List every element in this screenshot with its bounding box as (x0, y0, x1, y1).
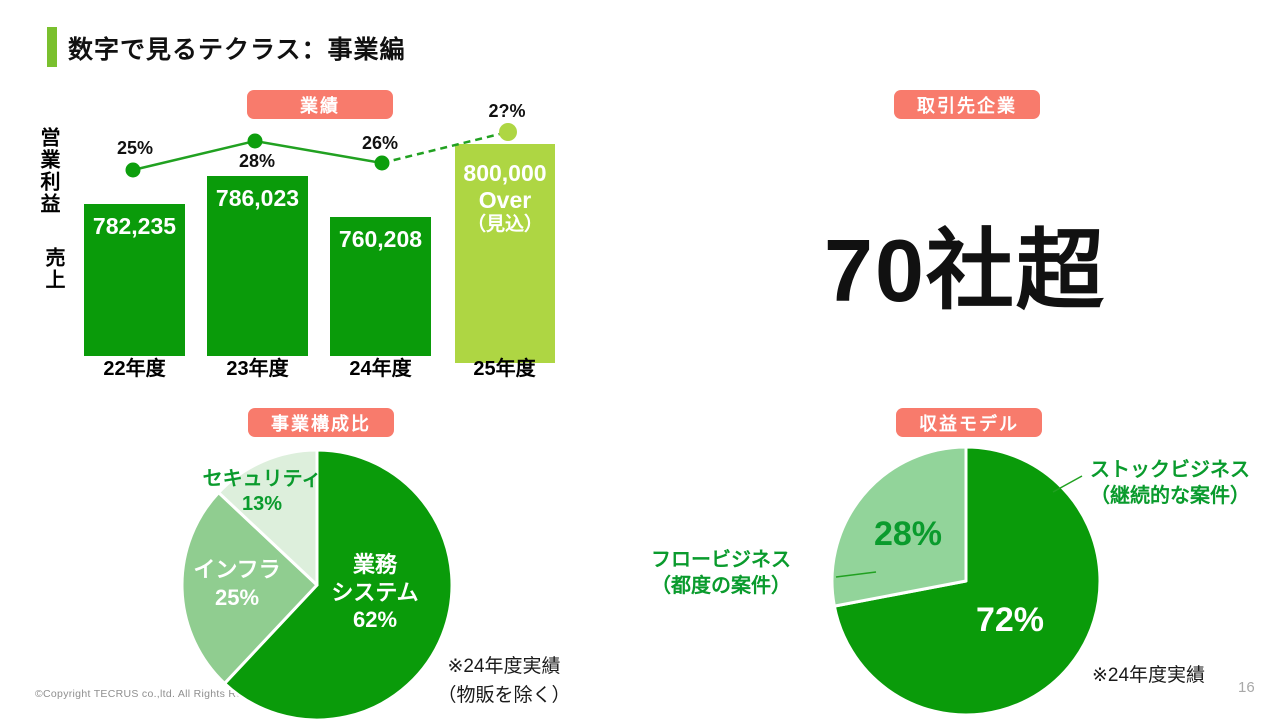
slice-label-security-line1: セキュリティ (202, 468, 322, 490)
bar-fy25-value-line1: 800,000 (463, 160, 547, 186)
callout-stock-line1: ストックビジネス (1090, 459, 1250, 481)
line-marker-fy24 (374, 155, 390, 171)
line-marker-fy22 (125, 162, 141, 178)
bar-fy25-forecast: 800,000 Over （見込） (455, 144, 555, 363)
bar-fy24-value: 760,208 (338, 226, 423, 252)
profit-rate-fy25-hidden: 2?% (488, 101, 526, 121)
x-label-fy24: 24年度 (349, 358, 412, 380)
callout-flow-line1: フロービジネス (651, 549, 791, 571)
pie-slice-1 (830, 445, 968, 608)
callout-stock-line2: （継続的な案件） (1090, 485, 1250, 507)
title-accent-bar (47, 27, 57, 67)
x-label-fy22: 22年度 (103, 358, 166, 380)
composition-note-line1: ※24年度実績 (447, 656, 561, 677)
composition-note-line2: （物販を除く） (437, 684, 571, 706)
slice-label-infra-pct: 25% (214, 584, 260, 610)
line-marker-fy23 (247, 133, 263, 149)
callout-flow-business: フロービジネス （都度の案件） (645, 547, 797, 599)
slice-label-infra-line1: インフラ (193, 557, 281, 582)
slice-label-security-pct: 13% (241, 493, 283, 515)
bar-fy25-value-line2: Over (478, 187, 532, 214)
bar-fy23-value: 786,023 (215, 185, 300, 211)
bar-fy23: 786,023 (207, 176, 308, 356)
y-axis-label-sales: 売上 (42, 247, 64, 291)
slice-label-business-systems-line1: 業務 (352, 552, 397, 577)
slice-label-stock-pct: 72% (975, 601, 1045, 639)
y-axis-label-operating-profit: 営業利益 (37, 127, 59, 215)
x-label-fy25: 25年度 (473, 358, 536, 380)
clients-count-stat: 70社超 (824, 221, 1106, 320)
profit-rate-fy24: 26% (361, 133, 399, 153)
profit-rate-fy22: 25% (116, 138, 154, 158)
pie-slice-2 (217, 448, 319, 587)
badge-performance: 業績 (247, 90, 393, 119)
bar-fy22: 782,235 (84, 204, 185, 356)
bar-fy22-value: 782,235 (92, 213, 177, 239)
pie-slice-1 (180, 491, 319, 685)
badge-clients: 取引先企業 (894, 90, 1040, 119)
callout-stock-business: ストックビジネス （継続的な案件） (1078, 457, 1262, 509)
line-marker-fy25-forecast (499, 123, 517, 141)
revenue-model-pie (830, 445, 1102, 717)
pie-slice-0 (223, 448, 454, 720)
bar-fy24: 760,208 (330, 217, 431, 356)
revenue-note: ※24年度実績 (1092, 665, 1206, 686)
slice-label-flow-pct: 28% (873, 515, 943, 553)
composition-note: ※24年度実績 （物販を除く） (428, 653, 580, 710)
callout-leader-lines (835, 475, 1083, 578)
slice-label-business-systems-pct: 62% (352, 607, 398, 632)
business-composition-pie (180, 448, 454, 720)
badge-business-composition: 事業構成比 (248, 408, 394, 437)
slice-label-business-systems-line2: システム (331, 579, 419, 605)
callout-flow-line2: （都度の案件） (651, 575, 791, 597)
page-title: 数字で見るテクラス：事業編 (68, 36, 406, 64)
page-number: 16 (1238, 679, 1255, 696)
profit-rate-fy23: 28% (238, 151, 276, 171)
slice-label-security: セキュリティ 13% (193, 467, 331, 517)
bar-fy25-value-line3: （見込） (466, 214, 543, 236)
x-label-fy23: 23年度 (226, 358, 289, 380)
slice-label-business-systems: 業務 システム 62% (303, 551, 447, 634)
profit-rate-line (125, 123, 517, 178)
slice-label-infra: インフラ 25% (177, 556, 297, 611)
badge-revenue-model: 収益モデル (896, 408, 1042, 437)
copyright-footer: ©Copyright TECRUS co.,ltd. All Rights Re… (35, 688, 279, 700)
